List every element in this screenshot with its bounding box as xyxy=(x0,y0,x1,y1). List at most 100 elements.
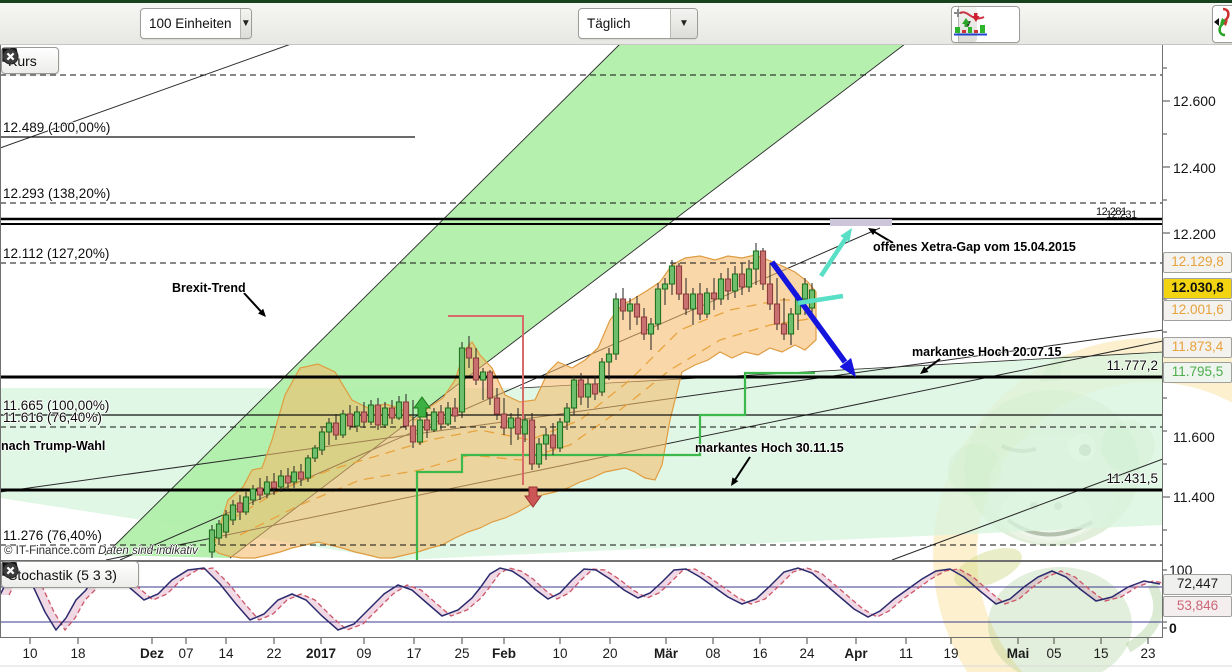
candle-down xyxy=(236,502,244,513)
candle-down xyxy=(388,407,396,419)
candle-up xyxy=(222,514,230,533)
candle-up xyxy=(668,265,676,285)
candle-down xyxy=(710,292,718,300)
candle-up xyxy=(647,323,655,335)
candle-up xyxy=(229,504,237,521)
sell-signal-arrow-icon xyxy=(524,486,542,508)
compare-button[interactable] xyxy=(1212,5,1232,43)
fib-level-label: 11.665 (100,00%) xyxy=(3,398,110,413)
candle-up xyxy=(563,407,571,423)
fib-level-label: 12.112 (127,20%) xyxy=(3,246,110,261)
buy-signal-arrow-icon xyxy=(413,396,431,418)
chart-type-button[interactable]: ▼ xyxy=(951,6,1020,43)
x-axis-label: 18 xyxy=(70,646,86,661)
candle-up xyxy=(325,422,333,433)
x-axis-label: Apr xyxy=(844,646,868,661)
price-marker-box: 11.795,5 xyxy=(1163,362,1232,383)
stochastic-d-line xyxy=(8,567,1163,632)
candle-up xyxy=(507,417,515,429)
fib-level-label: 12.293 (138,20%) xyxy=(3,186,111,201)
candle-up xyxy=(339,413,347,436)
candle-up xyxy=(367,404,375,423)
stochastic-panel-frame xyxy=(0,561,1163,638)
copyright-text: © IT-Finance.com xyxy=(4,545,95,557)
bearish-projection-arrow xyxy=(769,260,856,377)
candle-up xyxy=(353,411,361,427)
candle-down xyxy=(724,278,732,292)
candle-down xyxy=(780,323,788,335)
candle-down xyxy=(773,303,781,325)
chevron-down-icon[interactable]: ▼ xyxy=(239,9,251,38)
cloud-line-2 xyxy=(239,317,816,536)
candle-up xyxy=(395,401,403,419)
candle-up xyxy=(521,419,529,435)
copyright-disclaimer: Daten sind indikativ xyxy=(98,545,198,557)
fibonacci-level-lines xyxy=(0,74,1163,546)
candle-up xyxy=(801,283,809,300)
candle-up xyxy=(556,421,564,449)
chevron-down-icon[interactable]: ▼ xyxy=(670,9,697,38)
candle-up xyxy=(752,250,760,270)
candle-down xyxy=(472,357,480,381)
stochastic-reference-lines xyxy=(0,586,1163,623)
candle-up xyxy=(703,292,711,315)
candle-up xyxy=(605,353,613,363)
candle-up xyxy=(381,407,389,426)
long-stop-line xyxy=(415,371,815,561)
candle-down xyxy=(374,404,382,426)
x-axis-label: 24 xyxy=(799,646,815,661)
candle-down xyxy=(619,298,627,312)
price-axis-tick-label: 11.600 xyxy=(1173,429,1215,445)
candle-down xyxy=(675,265,683,295)
price-marker-box: 12.129,8 xyxy=(1163,252,1232,273)
period-dropdown[interactable]: Täglich ▼ xyxy=(578,8,698,39)
candle-down xyxy=(297,471,305,480)
candle-up xyxy=(318,431,326,451)
price-axis-tick-label: 12.200 xyxy=(1173,226,1216,242)
candle-up xyxy=(787,313,795,335)
candle-up xyxy=(215,523,223,539)
annotation-label: markantes Hoch 30.11.15 xyxy=(695,441,844,455)
candle-up xyxy=(717,278,725,300)
x-axis-label: 10 xyxy=(22,646,38,661)
fib-level-label: 12.489 (100,00%) xyxy=(3,120,111,135)
candle-down xyxy=(451,407,459,417)
x-axis-label: 19 xyxy=(943,646,959,661)
fib-level-label: 11.616 (76,40%) xyxy=(3,410,102,425)
candle-down xyxy=(402,401,410,427)
candle-down xyxy=(256,487,264,496)
candle-down xyxy=(640,316,648,335)
bullish-breakout-arrow xyxy=(797,228,852,306)
annotation-label: Brexit-Trend xyxy=(172,281,246,295)
candle-down xyxy=(514,417,522,435)
candle-up xyxy=(277,475,285,488)
x-axis-label: Dez xyxy=(139,646,165,661)
x-axis-label: 07 xyxy=(178,646,194,661)
price-marker-box: 11.873,4 xyxy=(1163,337,1232,358)
x-axis-label: 05 xyxy=(1046,646,1062,661)
price-marker-box: 72,447 xyxy=(1163,574,1232,595)
period-dropdown-value: Täglich xyxy=(587,16,631,31)
x-axis-label: 14 xyxy=(218,646,234,661)
candle-up xyxy=(458,347,466,413)
annotation-arrows xyxy=(243,228,941,486)
x-axis-label: 20 xyxy=(602,646,618,661)
gap-price-label: 12.281 xyxy=(1096,206,1127,218)
x-axis-label: 22 xyxy=(266,646,282,661)
window-top-strip xyxy=(0,0,1232,3)
annotation-label: markantes Hoch 20.07.15 xyxy=(912,345,1062,359)
candle-up xyxy=(598,361,606,393)
candle-up xyxy=(626,303,634,312)
chart-toolbar: 100 Einheiten ▼ Täglich ▼ xyxy=(0,3,1232,45)
x-axis-label: Mär xyxy=(653,646,679,661)
annotation-label: nach Trump-Wahl xyxy=(1,439,106,453)
candle-up xyxy=(542,434,550,445)
units-dropdown[interactable]: 100 Einheiten ▼ xyxy=(140,8,252,39)
candle-up xyxy=(612,298,620,355)
x-axis-label: 09 xyxy=(356,646,372,661)
fib-level-label: 11.276 (76,40%) xyxy=(3,528,102,543)
candle-up xyxy=(535,443,543,465)
x-axis-label: Feb xyxy=(491,646,517,661)
price-axis-tick-label: 12.600 xyxy=(1173,93,1216,109)
